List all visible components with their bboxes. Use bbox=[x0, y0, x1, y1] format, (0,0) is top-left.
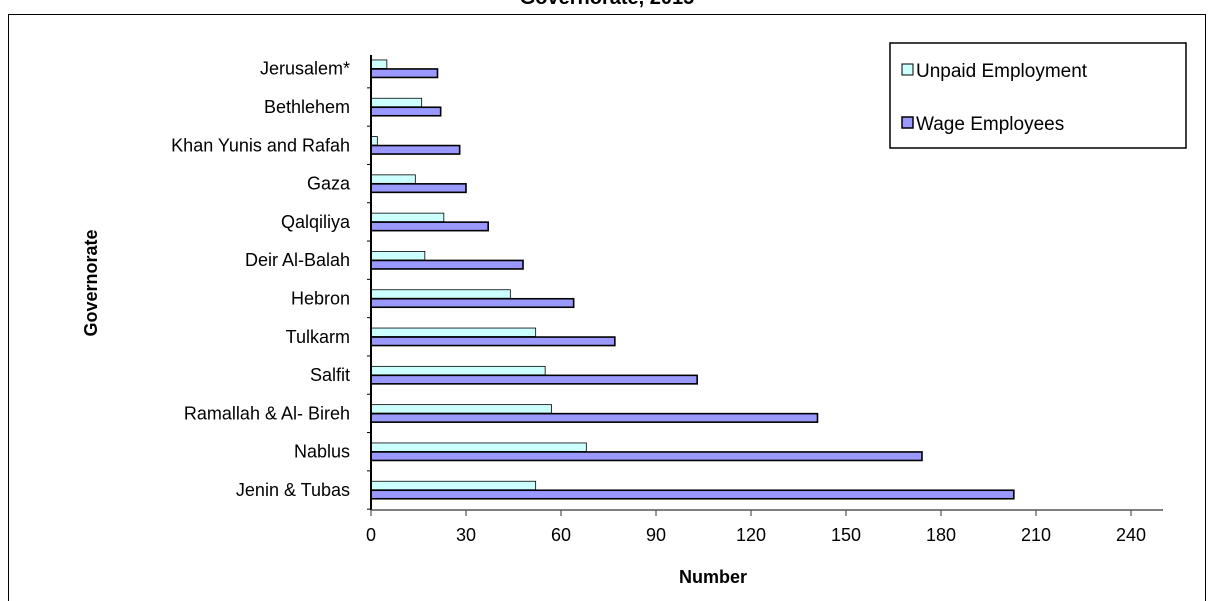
x-tick-label-240: 240 bbox=[1116, 525, 1146, 545]
bar-unpaid-employment-jerusalem bbox=[370, 59, 388, 69]
y-tick-label-salfit: Salfit bbox=[310, 365, 350, 385]
y-tick-label-hebron: Hebron bbox=[291, 289, 350, 309]
x-tick-label-180: 180 bbox=[926, 525, 956, 545]
bar-unpaid-employment-deir-al-balah bbox=[370, 251, 426, 261]
bar-unpaid-employment-jenin-tubas bbox=[370, 480, 537, 491]
y-tick-label-tulkarm: Tulkarm bbox=[286, 327, 350, 347]
bar-unpaid-employment-salfit bbox=[370, 365, 546, 376]
bar-wage-employees-deir-al-balah bbox=[370, 259, 524, 270]
legend-swatch-unpaid-employment bbox=[901, 63, 914, 76]
legend-swatch-wage-employees bbox=[901, 116, 914, 129]
axis-layer bbox=[370, 55, 1163, 511]
bar-wage-employees-qalqiliya bbox=[370, 221, 489, 232]
legend-label-wage-employees: Wage Employees bbox=[916, 114, 1064, 135]
bar-wage-employees-tulkarm bbox=[370, 336, 616, 347]
bar-wage-employees-jerusalem bbox=[370, 68, 439, 79]
x-tick-labels: 0 30 60 90 120 150 180 210 240 bbox=[366, 510, 1146, 545]
bar-wage-employees-salfit bbox=[370, 374, 698, 385]
chart-frame bbox=[8, 14, 1206, 601]
y-tick-label-gaza: Gaza bbox=[307, 174, 351, 194]
bar-unpaid-employment-qalqiliya bbox=[370, 212, 445, 223]
x-tick-label-150: 150 bbox=[831, 525, 861, 545]
bar-unpaid-employment-gaza bbox=[370, 174, 416, 184]
bar-wage-employees-khan-yunis-and-rafah bbox=[370, 144, 461, 155]
y-tick-labels: Jenin & Tubas Nablus Ramallah & Al- Bireh S… bbox=[171, 59, 371, 510]
bar-unpaid-employment-tulkarm bbox=[370, 327, 537, 337]
bar-wage-employees-bethlehem bbox=[370, 106, 442, 117]
y-tick-label-bethlehem: Bethlehem bbox=[264, 97, 350, 117]
y-axis-title: Governorate bbox=[81, 229, 101, 336]
y-tick-label-nablus: Nablus bbox=[294, 442, 350, 462]
y-tick-label-jenin-tubas: Jenin & Tubas bbox=[236, 480, 350, 500]
x-tick-label-30: 30 bbox=[456, 525, 476, 545]
bar-wage-employees-gaza bbox=[370, 183, 467, 194]
legend-label-unpaid-employment: Unpaid Employment bbox=[916, 61, 1088, 82]
bar-unpaid-employment-nablus bbox=[370, 442, 587, 452]
bar-wage-employees-hebron bbox=[370, 297, 575, 309]
bar-wage-employees-nablus bbox=[370, 451, 923, 462]
bar-unpaid-employment-hebron bbox=[370, 289, 511, 299]
bar-wage-employees-ramallah-al-bireh bbox=[370, 412, 819, 423]
x-tick-label-90: 90 bbox=[646, 525, 666, 545]
bar-wage-employees-jenin-tubas bbox=[370, 489, 1015, 500]
x-tick-label-0: 0 bbox=[366, 525, 376, 545]
x-tick-label-60: 60 bbox=[551, 525, 571, 545]
bar-unpaid-employment-ramallah-al-bireh bbox=[370, 404, 552, 414]
legend: Unpaid Employment Wage Employees bbox=[889, 42, 1187, 149]
y-tick-label-deir-al-balah: Deir Al-Balah bbox=[245, 250, 350, 270]
bar-unpaid-employment-bethlehem bbox=[370, 97, 423, 108]
x-axis-title: Number bbox=[679, 567, 747, 587]
y-tick-label-qalqiliya: Qalqiliya bbox=[281, 212, 351, 232]
y-tick-label-jerusalem: Jerusalem* bbox=[260, 59, 350, 79]
legend-box bbox=[889, 42, 1187, 149]
bars-layer bbox=[370, 59, 1015, 500]
y-tick-label-ramallah-al-bireh: Ramallah & Al- Bireh bbox=[184, 403, 350, 423]
x-tick-label-120: 120 bbox=[736, 525, 766, 545]
x-tick-label-210: 210 bbox=[1021, 525, 1051, 545]
y-tick-label-khan-yunis-and-rafah: Khan Yunis and Rafah bbox=[171, 135, 350, 155]
